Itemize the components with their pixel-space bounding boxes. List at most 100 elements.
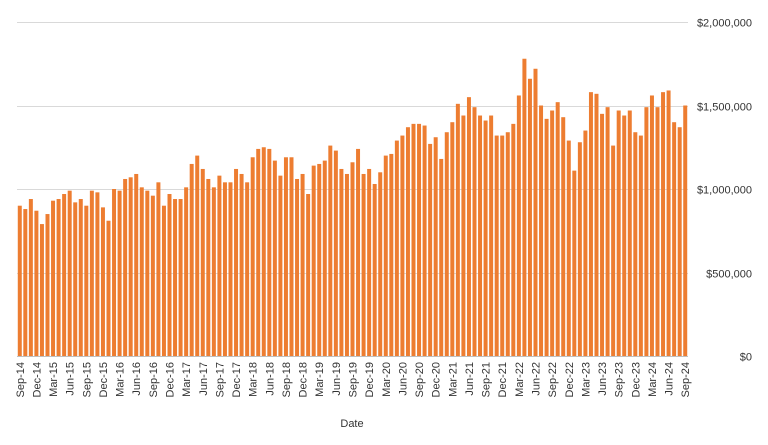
x-tick-label: Dec-17	[231, 362, 243, 397]
bar	[78, 199, 83, 356]
bar	[100, 207, 105, 356]
bar	[123, 178, 128, 356]
bar	[344, 173, 349, 356]
bar	[350, 162, 355, 356]
bar	[89, 190, 94, 356]
x-tick-label: Sep-16	[148, 362, 160, 397]
bar	[117, 190, 122, 356]
bar	[300, 173, 305, 356]
bar	[594, 93, 599, 356]
x-tick-label: Mar-20	[381, 362, 393, 397]
x-tick-label: Mar-15	[48, 362, 60, 397]
bar	[566, 140, 571, 356]
x-tick-label: Dec-20	[431, 362, 443, 397]
bar	[134, 173, 139, 356]
x-tick-label: Jun-23	[597, 362, 609, 396]
bar	[23, 209, 28, 356]
bar	[245, 182, 250, 356]
bar	[239, 173, 244, 356]
x-tick-label: Mar-23	[580, 362, 592, 397]
bar	[361, 173, 366, 356]
bar	[411, 123, 416, 357]
x-tick-label: Dec-21	[497, 362, 509, 397]
bar	[17, 205, 22, 356]
bar	[195, 155, 200, 356]
x-axis-title: Date	[340, 418, 363, 430]
x-tick-label: Sep-20	[414, 362, 426, 397]
bar	[472, 107, 477, 356]
bar	[167, 194, 172, 356]
bar	[272, 160, 277, 356]
bar	[211, 187, 216, 356]
bar	[389, 153, 394, 356]
bar	[56, 199, 61, 356]
x-tick-label: Dec-16	[165, 362, 177, 397]
x-tick-label: Mar-22	[514, 362, 526, 397]
bar	[84, 205, 89, 356]
bar	[317, 163, 322, 356]
y-tick-label: $1,000,000	[697, 185, 752, 197]
bar-series	[17, 58, 688, 357]
bar	[516, 95, 521, 356]
bar	[250, 157, 255, 356]
bar	[422, 125, 427, 356]
bar	[394, 140, 399, 356]
bar	[367, 168, 372, 356]
bar	[533, 68, 538, 356]
bar	[234, 168, 239, 356]
bar	[200, 168, 205, 356]
bar	[289, 157, 294, 356]
bar	[339, 168, 344, 356]
bar	[328, 145, 333, 356]
bar	[555, 102, 560, 356]
bar	[62, 194, 67, 356]
bar	[333, 150, 338, 356]
bar	[112, 189, 117, 356]
x-tick-label: Sep-19	[348, 362, 360, 397]
bar	[95, 192, 100, 356]
y-tick-label: $500,000	[706, 269, 752, 281]
bar	[428, 143, 433, 356]
bar	[378, 172, 383, 356]
bar	[372, 183, 377, 356]
y-tick-label: $2,000,000	[697, 18, 752, 30]
y-tick-label: $0	[740, 352, 752, 364]
x-tick-label: Mar-16	[115, 362, 127, 397]
bar	[184, 187, 189, 356]
x-tick-label: Mar-21	[447, 362, 459, 397]
bar	[433, 137, 438, 356]
bar	[544, 118, 549, 356]
bar	[577, 142, 582, 356]
bar	[461, 115, 466, 357]
bar	[572, 170, 577, 356]
bar	[655, 107, 660, 356]
bar	[638, 135, 643, 356]
bar	[489, 115, 494, 357]
bar	[150, 195, 155, 356]
bar	[400, 135, 405, 356]
bar	[356, 148, 361, 356]
bar	[539, 105, 544, 356]
x-tick-label: Sep-22	[547, 362, 559, 397]
bar	[683, 105, 688, 356]
bar	[494, 135, 499, 356]
bar	[644, 107, 649, 356]
bar	[283, 157, 288, 356]
x-tick-label: Sep-14	[15, 362, 27, 397]
bar	[605, 107, 610, 356]
bar	[261, 147, 266, 356]
x-tick-label: Mar-19	[314, 362, 326, 397]
x-tick-label: Sep-15	[81, 362, 93, 397]
bar	[311, 165, 316, 356]
x-tick-label: Dec-14	[31, 362, 43, 397]
bar	[483, 120, 488, 356]
bar	[322, 160, 327, 356]
bar	[611, 145, 616, 356]
bar	[256, 148, 261, 356]
bar	[661, 92, 666, 356]
bar	[222, 182, 227, 356]
bar	[295, 178, 300, 356]
bar	[28, 199, 33, 356]
bar	[466, 97, 471, 357]
